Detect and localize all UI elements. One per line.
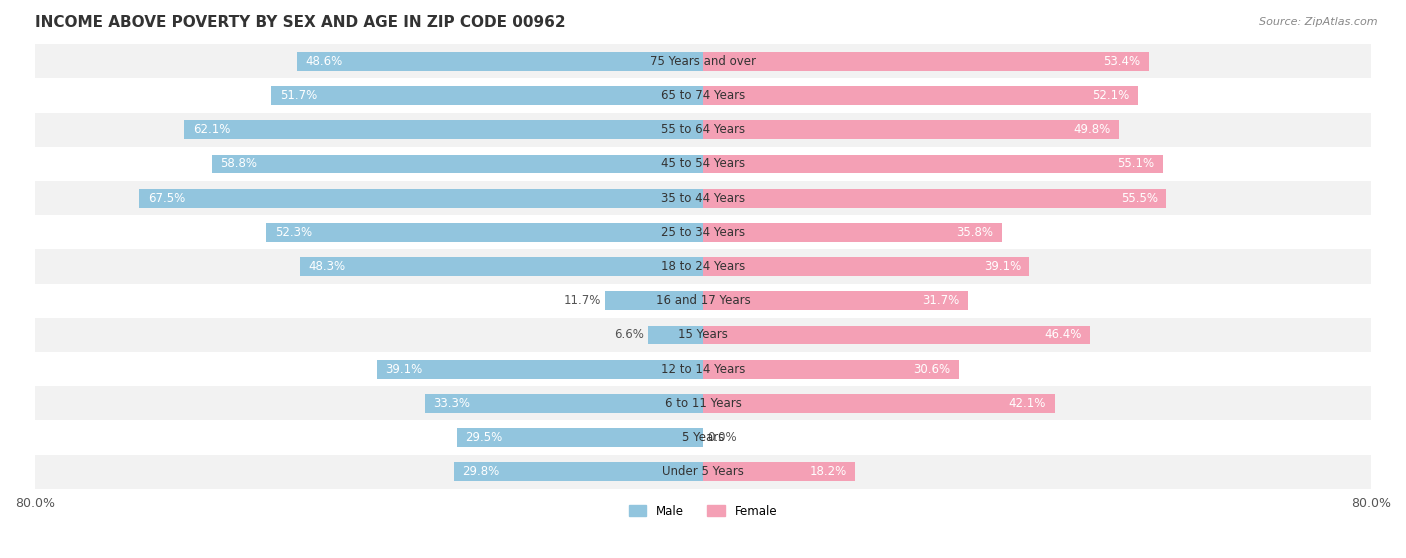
Bar	[425, 394, 703, 413]
Bar	[703, 360, 959, 378]
Bar	[703, 189, 1167, 208]
Text: 35.8%: 35.8%	[956, 226, 994, 239]
Text: 62.1%: 62.1%	[193, 123, 231, 136]
Bar	[212, 155, 703, 174]
Text: 16 and 17 Years: 16 and 17 Years	[655, 294, 751, 307]
Text: 55 to 64 Years: 55 to 64 Years	[661, 123, 745, 136]
Text: 29.8%: 29.8%	[463, 465, 499, 478]
Bar	[35, 386, 1371, 420]
Bar	[35, 283, 1371, 318]
Bar	[454, 462, 703, 481]
Text: 51.7%: 51.7%	[280, 89, 316, 102]
Text: 25 to 34 Years: 25 to 34 Years	[661, 226, 745, 239]
Text: 12 to 14 Years: 12 to 14 Years	[661, 363, 745, 376]
Bar	[297, 52, 703, 71]
Bar	[35, 420, 1371, 455]
Bar	[703, 257, 1029, 276]
Bar	[703, 462, 855, 481]
Bar	[35, 215, 1371, 249]
Text: 58.8%: 58.8%	[221, 157, 257, 171]
Bar	[703, 223, 1002, 242]
Text: 11.7%: 11.7%	[564, 294, 602, 307]
Legend: Male, Female: Male, Female	[624, 500, 782, 522]
Bar	[457, 428, 703, 447]
Bar	[703, 155, 1163, 174]
Bar	[299, 257, 703, 276]
Bar	[35, 352, 1371, 386]
Text: 18.2%: 18.2%	[810, 465, 846, 478]
Bar	[648, 325, 703, 344]
Text: 65 to 74 Years: 65 to 74 Years	[661, 89, 745, 102]
Text: 6 to 11 Years: 6 to 11 Years	[665, 397, 741, 410]
Text: 42.1%: 42.1%	[1010, 397, 1046, 410]
Bar	[35, 249, 1371, 283]
Text: 52.1%: 52.1%	[1092, 89, 1129, 102]
Text: 15 Years: 15 Years	[678, 329, 728, 341]
Bar	[35, 79, 1371, 113]
Bar	[139, 189, 703, 208]
Bar	[35, 44, 1371, 79]
Text: 48.6%: 48.6%	[305, 55, 343, 68]
Text: 55.1%: 55.1%	[1118, 157, 1154, 171]
Text: 53.4%: 53.4%	[1104, 55, 1140, 68]
Text: Under 5 Years: Under 5 Years	[662, 465, 744, 478]
Text: 55.5%: 55.5%	[1121, 191, 1159, 205]
Text: 45 to 54 Years: 45 to 54 Years	[661, 157, 745, 171]
Text: 49.8%: 49.8%	[1073, 123, 1111, 136]
Text: 29.5%: 29.5%	[465, 431, 502, 444]
Text: Source: ZipAtlas.com: Source: ZipAtlas.com	[1260, 17, 1378, 27]
Text: 6.6%: 6.6%	[614, 329, 644, 341]
Bar	[184, 121, 703, 139]
Bar	[606, 291, 703, 310]
Text: 0.0%: 0.0%	[707, 431, 737, 444]
Bar	[377, 360, 703, 378]
Text: 35 to 44 Years: 35 to 44 Years	[661, 191, 745, 205]
Bar	[271, 86, 703, 105]
Bar	[703, 325, 1091, 344]
Bar	[35, 181, 1371, 215]
Bar	[35, 113, 1371, 147]
Bar	[35, 318, 1371, 352]
Bar	[703, 121, 1119, 139]
Text: 48.3%: 48.3%	[308, 260, 344, 273]
Text: 18 to 24 Years: 18 to 24 Years	[661, 260, 745, 273]
Text: 75 Years and over: 75 Years and over	[650, 55, 756, 68]
Text: 39.1%: 39.1%	[385, 363, 422, 376]
Bar	[35, 147, 1371, 181]
Text: 31.7%: 31.7%	[922, 294, 959, 307]
Text: INCOME ABOVE POVERTY BY SEX AND AGE IN ZIP CODE 00962: INCOME ABOVE POVERTY BY SEX AND AGE IN Z…	[35, 15, 565, 30]
Text: 33.3%: 33.3%	[433, 397, 470, 410]
Bar	[703, 86, 1137, 105]
Text: 30.6%: 30.6%	[912, 363, 950, 376]
Bar	[266, 223, 703, 242]
Bar	[703, 52, 1149, 71]
Bar	[703, 291, 967, 310]
Bar	[703, 394, 1054, 413]
Bar	[35, 455, 1371, 489]
Text: 5 Years: 5 Years	[682, 431, 724, 444]
Text: 52.3%: 52.3%	[274, 226, 312, 239]
Text: 67.5%: 67.5%	[148, 191, 186, 205]
Text: 39.1%: 39.1%	[984, 260, 1021, 273]
Text: 46.4%: 46.4%	[1045, 329, 1083, 341]
